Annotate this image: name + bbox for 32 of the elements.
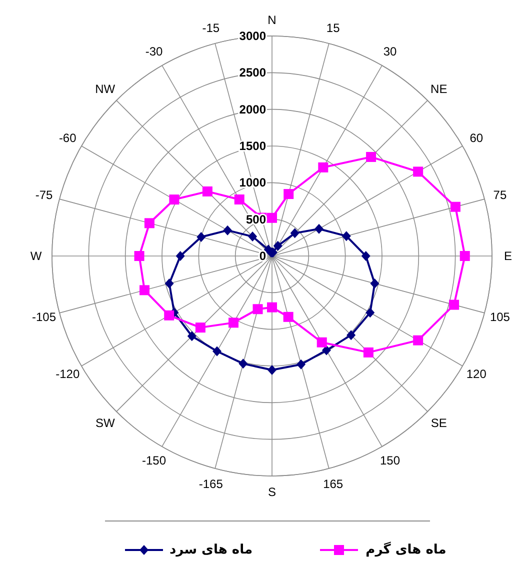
spoke-label: -75 [35,188,54,202]
spoke-label: 30 [383,44,397,59]
spoke-label: 105 [490,310,510,324]
spoke-label: 60 [470,131,484,145]
spoke-label: -30 [145,44,163,59]
spoke-label: SE [430,416,447,430]
spoke-label: S [268,485,276,499]
y-tick-label: 2000 [239,102,266,116]
legend-label: ماه های گرم [366,542,446,558]
y-tick-label: 1000 [239,176,266,190]
spoke-label: 75 [493,188,507,202]
spoke-label: 150 [380,453,400,468]
spoke-label: 165 [323,476,344,491]
spoke-label: -105 [32,310,56,324]
spoke-label: N [268,13,276,27]
y-tick-label: 0 [259,249,266,263]
y-tick-label: 3000 [239,29,266,43]
spoke-label: 120 [466,367,487,381]
legend-label: ماه های سرد [169,542,253,558]
spoke-label: -15 [202,21,220,36]
y-tick-label: 2500 [239,66,266,80]
spoke-label: -165 [198,476,224,491]
spoke-label: NE [430,82,448,96]
spoke-label: W [30,249,42,263]
spoke-label: E [504,249,512,263]
spoke-label: -150 [142,453,166,468]
spoke-label: -60 [58,131,77,145]
spoke-label: -120 [56,367,80,381]
spoke-label: 15 [326,21,340,36]
y-tick-label: 1500 [239,139,266,153]
spoke-label: NW [95,82,116,96]
spoke-label: SW [95,416,116,430]
